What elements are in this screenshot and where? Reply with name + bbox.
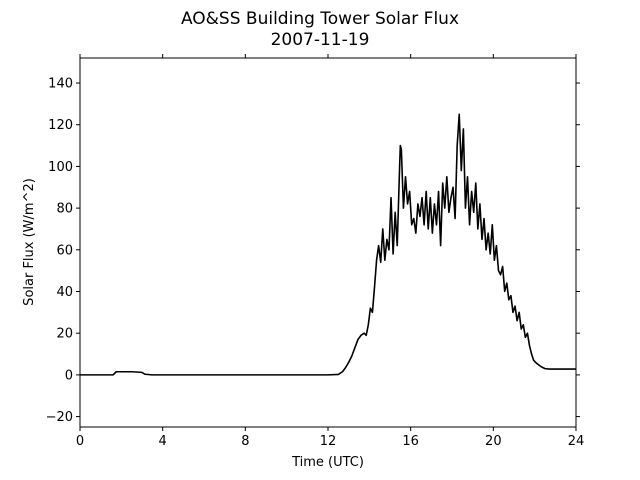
x-axis-label: Time (UTC): [291, 455, 364, 470]
x-tick-label: 8: [241, 434, 249, 449]
y-tick-label: 140: [48, 77, 73, 92]
x-tick-label: 20: [485, 434, 502, 449]
y-axis-label: Solar Flux (W/m^2): [22, 178, 37, 306]
y-tick-label: 120: [48, 118, 73, 133]
y-tick-label: 40: [56, 285, 73, 300]
x-tick-label: 0: [76, 434, 84, 449]
y-tick-label: 80: [56, 202, 73, 217]
y-tick-label: 20: [56, 327, 73, 342]
y-tick-label: −20: [46, 410, 73, 425]
chart-title: AO&SS Building Tower Solar Flux: [181, 9, 459, 29]
y-tick-label: 100: [48, 160, 73, 175]
x-tick-label: 24: [568, 434, 585, 449]
series-line: [80, 113, 576, 376]
y-tick-label: 0: [65, 368, 73, 383]
chart-subtitle: 2007-11-19: [271, 30, 370, 50]
axes-frame: [79, 57, 577, 428]
y-tick-label: 60: [56, 243, 73, 258]
x-tick-label: 16: [402, 434, 419, 449]
x-tick-label: 4: [159, 434, 167, 449]
plot-area: [80, 113, 576, 376]
x-tick-label: 12: [320, 434, 337, 449]
